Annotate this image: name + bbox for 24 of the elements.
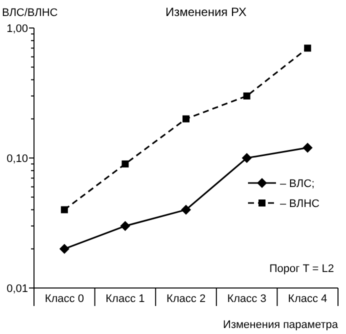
point — [304, 44, 312, 52]
y-tick-label: 1,00 — [6, 22, 28, 35]
y-tick-label: 0,10 — [6, 152, 28, 165]
point — [59, 244, 70, 254]
point — [242, 153, 252, 163]
legend-label: – ВЛС; — [280, 178, 315, 190]
legend-label: – ВЛНС — [280, 198, 320, 210]
point — [60, 206, 68, 214]
point — [120, 220, 130, 231]
annotation: Порог T = L2 — [269, 263, 334, 275]
x-axis-title: Изменения параметра — [223, 319, 339, 331]
point — [243, 92, 250, 100]
point — [182, 115, 190, 122]
y-axis-title: ВЛС/ВЛНС — [2, 7, 58, 19]
chart-title: Изменения РХ — [166, 5, 246, 19]
x-tick-label: Класс 2 — [166, 293, 206, 305]
point — [122, 160, 129, 168]
x-tick-label: Класс 3 — [227, 293, 266, 305]
x-tick-label: Класс 0 — [44, 293, 84, 305]
point — [181, 204, 191, 215]
x-tick-label: Класс 4 — [288, 293, 328, 305]
x-tick-label: Класс 1 — [106, 293, 145, 305]
point — [302, 142, 313, 153]
y-tick-label: 0,01 — [6, 282, 28, 295]
